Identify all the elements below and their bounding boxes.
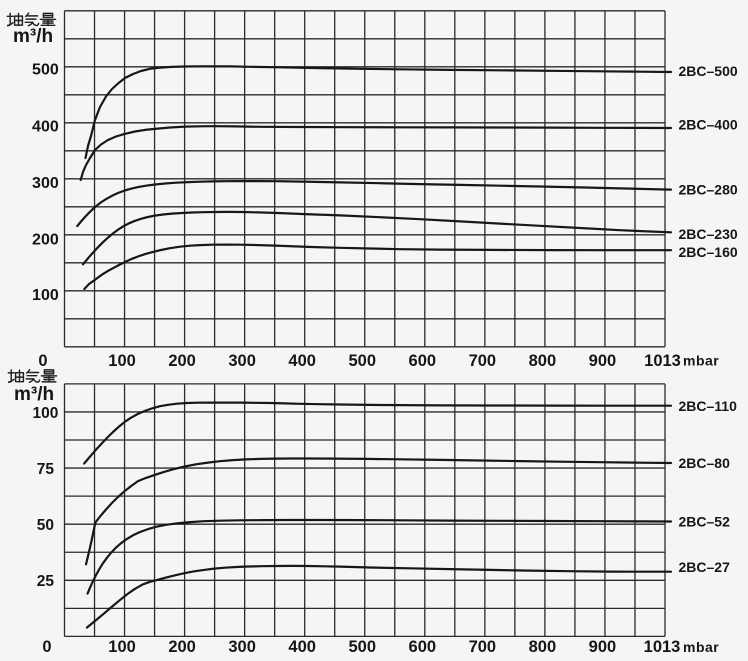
svg-text:100: 100 — [32, 287, 59, 304]
svg-text:m³/h: m³/h — [13, 26, 53, 47]
svg-text:600: 600 — [409, 352, 437, 370]
svg-text:200: 200 — [168, 352, 196, 370]
svg-text:200: 200 — [168, 638, 196, 656]
svg-text:100: 100 — [108, 638, 136, 656]
svg-text:700: 700 — [469, 352, 497, 370]
svg-text:mbar: mbar — [683, 639, 719, 655]
svg-text:300: 300 — [228, 638, 256, 656]
svg-text:75: 75 — [37, 461, 55, 478]
svg-text:2BC–110: 2BC–110 — [679, 398, 738, 414]
svg-text:2BC–400: 2BC–400 — [679, 116, 738, 132]
svg-text:0: 0 — [38, 352, 47, 370]
svg-text:300: 300 — [228, 352, 256, 370]
svg-text:500: 500 — [348, 352, 376, 370]
svg-text:900: 900 — [589, 638, 617, 656]
svg-text:2BC–52: 2BC–52 — [679, 514, 731, 530]
svg-text:300: 300 — [32, 175, 59, 192]
svg-text:400: 400 — [288, 352, 316, 370]
svg-text:200: 200 — [32, 231, 59, 248]
svg-text:mbar: mbar — [683, 353, 719, 369]
svg-text:2BC–280: 2BC–280 — [679, 181, 738, 197]
svg-text:2BC–230: 2BC–230 — [679, 226, 738, 242]
svg-text:m³/h: m³/h — [14, 384, 54, 405]
svg-text:400: 400 — [32, 118, 59, 135]
svg-text:25: 25 — [37, 573, 55, 590]
svg-text:500: 500 — [32, 62, 59, 79]
svg-text:800: 800 — [529, 352, 557, 370]
svg-text:2BC–27: 2BC–27 — [679, 559, 731, 575]
svg-text:100: 100 — [108, 352, 136, 370]
svg-text:700: 700 — [469, 638, 497, 656]
svg-text:800: 800 — [529, 638, 557, 656]
svg-text:100: 100 — [32, 405, 58, 422]
svg-text:900: 900 — [589, 352, 617, 370]
svg-text:400: 400 — [288, 638, 316, 656]
svg-text:2BC–160: 2BC–160 — [679, 244, 738, 260]
svg-text:1013: 1013 — [644, 352, 681, 370]
svg-text:600: 600 — [409, 638, 437, 656]
svg-text:50: 50 — [37, 517, 54, 534]
svg-text:1013: 1013 — [644, 638, 681, 656]
svg-text:0: 0 — [42, 638, 51, 656]
svg-text:2BC–500: 2BC–500 — [679, 63, 738, 79]
svg-text:500: 500 — [348, 638, 376, 656]
svg-text:2BC–80: 2BC–80 — [679, 455, 731, 471]
